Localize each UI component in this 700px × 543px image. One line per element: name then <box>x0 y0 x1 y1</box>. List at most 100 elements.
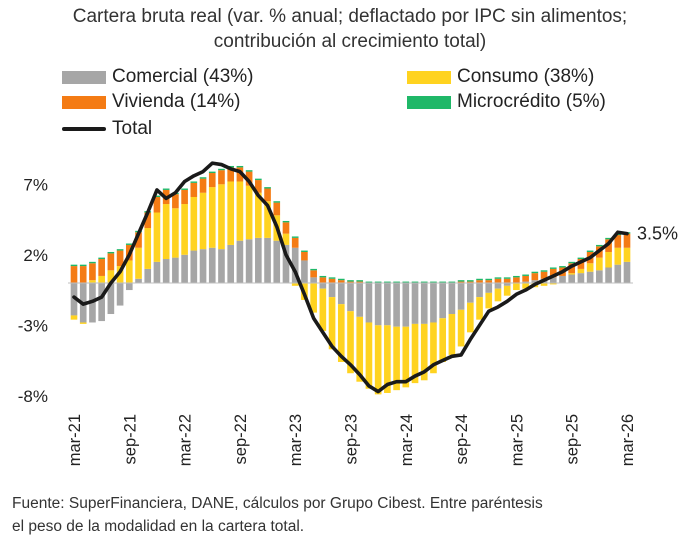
bar-microcredito <box>337 278 345 281</box>
legend-item-comercial: Comercial (43%) <box>62 66 253 88</box>
bar-comercial <box>384 283 391 326</box>
bar-comercial <box>356 283 364 317</box>
bar-consumo <box>356 316 364 382</box>
bar-consumo <box>70 315 78 320</box>
bar-consumo <box>190 196 198 251</box>
bar-comercial <box>273 240 281 283</box>
bar-consumo <box>623 247 631 262</box>
bar-comercial <box>374 283 382 326</box>
bar-comercial <box>531 280 539 283</box>
legend-swatch-vivienda <box>62 95 106 109</box>
bar-microcredito <box>559 266 566 268</box>
bar-vivienda <box>485 280 493 283</box>
bar-consumo <box>448 314 456 355</box>
bar-consumo <box>227 181 235 245</box>
bar-comercial <box>227 244 235 283</box>
bar-comercial <box>605 267 612 283</box>
bar-consumo <box>586 263 594 272</box>
bar-comercial <box>476 283 483 298</box>
bar-consumo <box>467 302 474 333</box>
bar-vivienda <box>107 253 115 271</box>
bar-comercial <box>411 283 419 324</box>
bar-microcredito <box>291 236 299 238</box>
bar-microcredito <box>70 264 78 267</box>
bar-consumo <box>144 228 152 269</box>
chart-title-line-2: contribución al crecimiento total) <box>213 31 487 52</box>
bar-consumo <box>255 192 262 238</box>
bar-microcredito <box>485 278 493 281</box>
bar-comercial <box>365 283 373 323</box>
bar-vivienda <box>531 273 539 281</box>
bar-consumo <box>218 184 225 250</box>
bar-microcredito <box>181 188 188 190</box>
bar-comercial <box>245 239 253 283</box>
bar-comercial <box>522 281 529 283</box>
bar-consumo <box>384 325 391 393</box>
bar-consumo <box>162 204 170 260</box>
bar-consumo <box>402 326 410 388</box>
bar-comercial <box>116 283 124 306</box>
bar-vivienda <box>319 277 327 283</box>
bar-microcredito <box>328 277 336 279</box>
bar-microcredito <box>513 275 520 278</box>
bar-comercial <box>467 283 474 303</box>
bar-comercial <box>190 250 198 283</box>
bar-microcredito <box>374 281 382 283</box>
bar-microcredito <box>107 251 115 254</box>
bar-consumo <box>476 297 483 320</box>
bar-comercial <box>264 237 271 283</box>
bar-consumo <box>107 270 115 283</box>
bar-microcredito <box>568 261 576 264</box>
bar-consumo <box>199 192 207 250</box>
legend-swatch-comercial <box>62 70 106 84</box>
chart-title-line-1: Cartera bruta real (var. % anual; deflac… <box>72 6 628 27</box>
bar-vivienda <box>245 171 253 186</box>
chart-title: Cartera bruta real (var. % anual; deflac… <box>0 4 700 54</box>
bar-comercial <box>208 247 216 283</box>
bar-consumo <box>568 273 576 275</box>
legend-label-microcredito: Microcrédito (5%) <box>457 91 606 112</box>
bar-microcredito <box>273 201 281 203</box>
bar-microcredito <box>586 250 594 252</box>
bar-microcredito <box>79 264 87 267</box>
bar-consumo <box>98 275 105 283</box>
bar-comercial <box>420 283 428 324</box>
bar-comercial <box>282 244 290 283</box>
legend-label-vivienda: Vivienda (14%) <box>112 91 241 112</box>
bar-microcredito <box>531 271 539 274</box>
bar-vivienda <box>356 281 364 283</box>
bar-consumo <box>522 283 529 289</box>
bar-consumo <box>89 280 96 283</box>
bar-vivienda <box>457 281 465 283</box>
bar-consumo <box>172 208 179 258</box>
bar-microcredito <box>384 281 391 283</box>
bar-comercial <box>319 283 327 289</box>
bar-microcredito <box>420 281 428 283</box>
bar-vivienda <box>255 180 262 193</box>
bar-comercial <box>439 283 446 319</box>
bar-vivienda <box>116 250 124 267</box>
bar-microcredito <box>190 181 198 183</box>
bar-consumo <box>393 326 400 391</box>
legend-label-comercial: Comercial (43%) <box>112 66 254 87</box>
total-end-label: 3.5% <box>637 224 678 244</box>
bar-microcredito <box>430 281 437 283</box>
x-tick-label: mar-26 <box>619 414 637 466</box>
bar-vivienda <box>190 182 198 197</box>
legend-swatch-consumo <box>407 70 451 84</box>
bar-microcredito <box>264 187 271 189</box>
bar-vivienda <box>476 280 483 283</box>
bar-microcredito <box>596 244 603 247</box>
bar-comercial <box>448 283 456 315</box>
bar-microcredito <box>356 280 364 282</box>
bar-vivienda <box>236 167 244 182</box>
bar-comercial <box>181 254 188 283</box>
bar-comercial <box>337 283 345 305</box>
y-tick-label: -8% <box>18 387 48 406</box>
y-tick-label: 2% <box>23 246 48 265</box>
bar-consumo <box>135 247 142 279</box>
bar-vivienda <box>153 196 161 213</box>
bar-consumo <box>181 204 188 255</box>
bar-comercial <box>457 283 465 310</box>
bar-consumo <box>614 247 622 265</box>
